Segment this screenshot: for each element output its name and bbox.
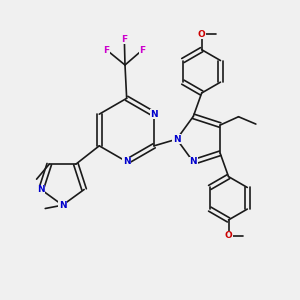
Text: O: O — [198, 29, 206, 38]
Text: O: O — [225, 231, 232, 240]
Text: F: F — [139, 46, 146, 55]
Text: N: N — [37, 185, 45, 194]
Text: N: N — [59, 201, 66, 210]
Text: F: F — [103, 46, 110, 55]
Text: N: N — [190, 158, 197, 166]
Text: N: N — [123, 157, 130, 166]
Text: N: N — [150, 110, 158, 119]
Text: N: N — [173, 135, 181, 144]
Text: F: F — [121, 34, 127, 43]
